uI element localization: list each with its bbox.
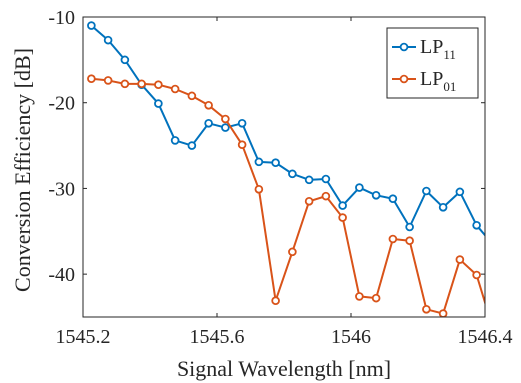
series-line-lp01 (91, 79, 493, 330)
data-point-lp01 (105, 77, 112, 84)
data-point-lp01 (222, 116, 229, 123)
data-point-lp11 (239, 120, 246, 127)
y-axis-label: Conversion Efficiency [dB] (10, 48, 35, 292)
data-point-lp11 (205, 120, 212, 127)
x-tick-label: 1546 (331, 326, 371, 348)
data-point-lp11 (356, 184, 363, 191)
data-point-lp01 (473, 272, 480, 279)
y-tick-label: -20 (48, 93, 75, 115)
data-point-lp11 (172, 137, 179, 144)
series-lp01 (88, 75, 497, 333)
data-point-lp11 (88, 22, 95, 29)
data-point-lp11 (490, 242, 497, 249)
data-point-lp01 (322, 193, 329, 200)
x-tick-label: 1546.4 (458, 326, 513, 348)
data-point-lp01 (423, 306, 430, 313)
data-point-lp11 (188, 142, 195, 149)
data-point-lp11 (322, 176, 329, 183)
data-point-lp11 (373, 192, 380, 199)
data-point-lp01 (339, 214, 346, 221)
data-point-lp11 (289, 170, 296, 177)
data-point-lp11 (272, 159, 279, 166)
data-point-lp11 (406, 224, 413, 231)
data-point-lp01 (272, 297, 279, 304)
data-point-lp01 (205, 102, 212, 109)
data-point-lp11 (456, 188, 463, 195)
data-point-lp01 (440, 310, 447, 317)
x-tick-label: 1545.2 (56, 326, 111, 348)
data-point-lp01 (172, 86, 179, 93)
data-point-lp11 (473, 222, 480, 229)
data-point-lp01 (255, 186, 262, 193)
data-point-lp01 (188, 92, 195, 99)
data-point-lp01 (121, 80, 128, 87)
legend-marker (401, 44, 408, 51)
x-axis-label: Signal Wavelength [nm] (177, 356, 391, 381)
data-point-lp01 (306, 198, 313, 205)
data-point-lp01 (406, 237, 413, 244)
data-point-lp11 (222, 124, 229, 131)
data-point-lp11 (105, 37, 112, 44)
data-point-lp01 (155, 81, 162, 88)
data-point-lp11 (339, 202, 346, 209)
data-point-lp11 (255, 158, 262, 165)
data-point-lp11 (121, 56, 128, 63)
data-point-lp01 (456, 256, 463, 263)
legend-marker (401, 76, 408, 83)
data-point-lp01 (289, 248, 296, 255)
x-tick-label: 1545.6 (190, 326, 245, 348)
data-point-lp01 (88, 75, 95, 82)
data-point-lp01 (239, 141, 246, 148)
data-point-lp01 (138, 80, 145, 87)
data-point-lp01 (356, 293, 363, 300)
data-point-lp11 (440, 204, 447, 211)
y-tick-label: -10 (48, 7, 75, 29)
data-point-lp11 (306, 176, 313, 183)
data-point-lp11 (155, 100, 162, 107)
y-tick-label: -30 (48, 178, 75, 200)
data-point-lp01 (389, 236, 396, 243)
data-point-lp11 (389, 195, 396, 202)
data-point-lp11 (423, 188, 430, 195)
data-point-lp01 (373, 295, 380, 302)
y-tick-label: -40 (48, 264, 75, 286)
